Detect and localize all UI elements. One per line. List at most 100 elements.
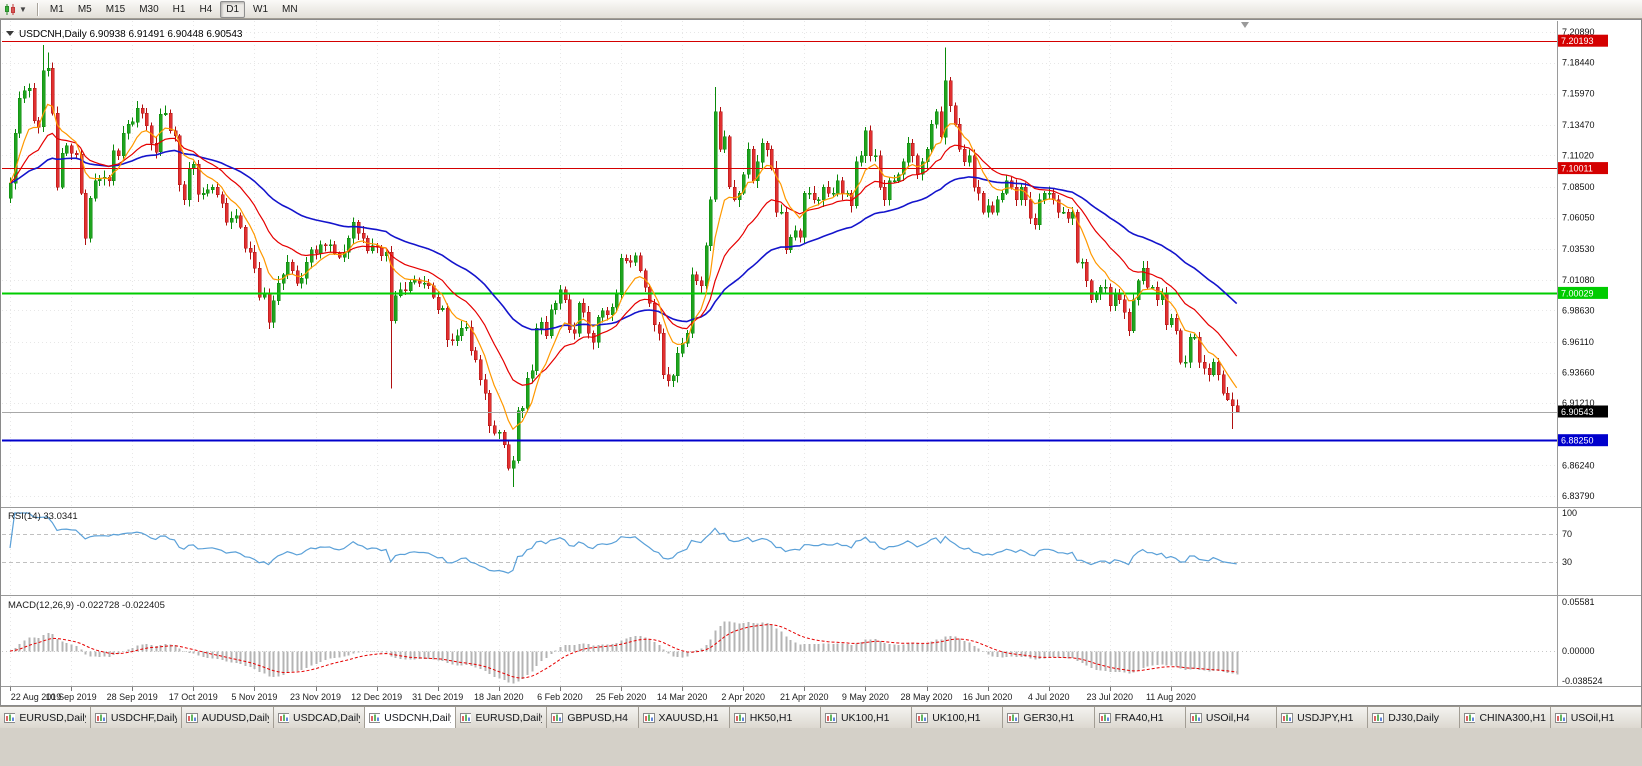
chart-tab-dj30-daily[interactable]: DJ30,Daily — [1368, 707, 1460, 728]
chart-tab-fra40-h1[interactable]: FRA40,H1 — [1094, 707, 1186, 728]
chart-tab-ger30-h1[interactable]: GER30,H1 — [1003, 707, 1095, 728]
chart-tab-china300-h1[interactable]: CHINA300,H1 — [1459, 707, 1551, 728]
svg-text:USDCNH,Daily 6.90938 6.91491 6: USDCNH,Daily 6.90938 6.91491 6.90448 6.9… — [19, 29, 243, 40]
svg-text:6.90543: 6.90543 — [1561, 407, 1594, 417]
macd-tick-label: 0.00000 — [1562, 646, 1595, 656]
svg-text:7.10011: 7.10011 — [1561, 164, 1593, 174]
chart-tab-icon — [824, 712, 837, 723]
timeframe-button-m5[interactable]: M5 — [77, 3, 92, 15]
chart-tab-icon — [368, 712, 381, 723]
date-label: 16 Jun 2020 — [963, 692, 1013, 702]
chart-tab-label: HK50,H1 — [749, 711, 793, 724]
chart-tab-eurusd-daily[interactable]: EURUSD,Daily — [0, 707, 92, 728]
chart-tab-icon — [4, 712, 16, 723]
date-label: 22 Aug 2019 — [11, 692, 62, 702]
chart-tab-label: UK100,H1 — [840, 711, 890, 724]
price-badge: 6.90543 — [1558, 405, 1608, 418]
price-tick-label: 7.03530 — [1562, 244, 1595, 254]
macd-tick-label: -0.038524 — [1562, 676, 1603, 686]
chart-dropdown-icon[interactable] — [6, 31, 14, 36]
date-label: 21 Apr 2020 — [780, 692, 829, 702]
chart-type-button[interactable]: ▼ — [3, 3, 30, 16]
mid-ma-line — [9, 132, 1238, 386]
price-tick-label: 7.13470 — [1562, 120, 1595, 130]
chart-tab-uk100-h1[interactable]: UK100,H1 — [912, 707, 1004, 728]
chart-tab-label: EURUSD,Daily — [19, 711, 87, 724]
rsi-label: RSI(14) 33.0341 — [8, 511, 78, 522]
timeframe-button-w1[interactable]: W1 — [253, 3, 269, 15]
price-axis[interactable]: 7.20890 7.18440 7.15970 7.13470 7.11020 7.085… — [1562, 27, 1603, 686]
chart-tab-usdcnh-daily[interactable]: USDCNH,Daily — [364, 707, 457, 728]
chart-tab-label: GER30,H1 — [1023, 711, 1075, 724]
timeframe-button-m30[interactable]: M30 — [139, 3, 159, 15]
chart-tab-label: GBPUSD,H4 — [567, 711, 628, 724]
price-tick-label: 6.83790 — [1562, 491, 1595, 501]
price-tick-label: 7.15970 — [1562, 89, 1595, 99]
date-label: 5 Nov 2019 — [231, 692, 277, 702]
price-tick-label: 7.20890 — [1562, 27, 1595, 37]
chart-tab-audusd-daily[interactable]: AUDUSD,Daily — [182, 707, 274, 728]
date-label: 12 Dec 2019 — [351, 692, 402, 702]
date-label: 14 Mar 2020 — [657, 692, 708, 702]
chart-tab-usdchf-daily[interactable]: USDCHF,Daily — [91, 707, 183, 728]
chart-tabs-bar: EURUSD,Daily USDCHF,Daily AUDUSD,Daily USDC… — [0, 706, 1642, 728]
price-tick-label: 6.98630 — [1562, 305, 1595, 315]
chart-tab-icon — [95, 712, 107, 723]
svg-text:7.00029: 7.00029 — [1561, 288, 1594, 298]
price-badge: 7.00029 — [1558, 286, 1608, 299]
bottom-filler — [0, 728, 1642, 766]
date-label: 9 May 2020 — [842, 692, 889, 702]
toolbar-separator — [36, 2, 38, 16]
chart-tab-icon — [1463, 712, 1476, 723]
timeframe-button-mn[interactable]: MN — [282, 3, 298, 15]
chart-title: USDCNH,Daily 6.90938 6.91491 6.90448 6.9… — [6, 29, 243, 40]
chart-tab-icon — [277, 712, 290, 723]
macd-label: MACD(12,26,9) -0.022728 -0.022405 — [8, 600, 165, 611]
date-label: 2 Apr 2020 — [721, 692, 765, 702]
price-tick-label: 7.01080 — [1562, 275, 1595, 285]
top-toolbar: ▼ M1 M5 M15 M30 H1 H4 D1 W1 MN — [0, 0, 1642, 19]
chart-tab-usdcad-daily[interactable]: USDCAD,Daily — [273, 707, 365, 728]
rsi-line — [9, 512, 1237, 574]
price-chart[interactable]: 7.20890 7.18440 7.15970 7.13470 7.11020 7.085… — [0, 19, 1642, 706]
price-tick-label: 7.06050 — [1562, 213, 1595, 223]
chart-tab-usoil-h4[interactable]: USOil,H4 — [1185, 707, 1278, 728]
svg-text:7.20193: 7.20193 — [1561, 36, 1594, 46]
chart-tab-eurusd-daily[interactable]: EURUSD,Daily — [456, 707, 548, 728]
chart-tab-hk50-h1[interactable]: HK50,H1 — [729, 707, 821, 728]
price-tick-label: 6.91210 — [1562, 398, 1595, 408]
chart-area[interactable]: 7.20890 7.18440 7.15970 7.13470 7.11020 7.085… — [0, 19, 1642, 706]
chart-tab-icon — [551, 712, 564, 723]
svg-text:6.88250: 6.88250 — [1561, 436, 1594, 446]
chart-tab-usdjpy-h1[interactable]: USDJPY,H1 — [1277, 707, 1369, 728]
chart-tab-icon — [1007, 712, 1020, 723]
chart-tab-label: EURUSD,Daily — [475, 711, 543, 724]
price-tick-label: 7.18440 — [1562, 58, 1595, 68]
chart-tab-label: XAUUSD,H1 — [658, 711, 719, 724]
rsi-tick-label: 70 — [1562, 529, 1572, 539]
chart-tab-uk100-h1[interactable]: UK100,H1 — [820, 707, 913, 728]
date-label: 6 Feb 2020 — [537, 692, 583, 702]
chart-tab-label: USOil,H4 — [1205, 711, 1250, 724]
timeframe-button-m1[interactable]: M1 — [49, 3, 64, 15]
chart-tab-label: DJ30,Daily — [1388, 711, 1440, 724]
date-label: 23 Jul 2020 — [1087, 692, 1134, 702]
fast-ma-line — [9, 103, 1238, 431]
timeframe-button-h1[interactable]: H1 — [172, 3, 186, 15]
chart-tab-icon — [460, 712, 472, 723]
date-label: 10 Sep 2019 — [46, 692, 97, 702]
chart-tab-label: USDCHF,Daily — [110, 711, 178, 724]
chart-shift-marker[interactable] — [1241, 22, 1249, 28]
chart-tab-gbpusd-h4[interactable]: GBPUSD,H4 — [547, 707, 639, 728]
timeframe-button-d1[interactable]: D1 — [220, 0, 246, 18]
chart-tab-usoil-h1[interactable]: USOil,H1 — [1550, 707, 1642, 728]
candlestick-chart-icon — [5, 3, 15, 15]
timeframe-button-m15[interactable]: M15 — [105, 3, 126, 15]
chart-tab-xauusd-h1[interactable]: XAUUSD,H1 — [638, 707, 730, 728]
chart-tab-icon — [1189, 712, 1202, 723]
grid — [2, 21, 1557, 686]
timeframe-button-h4[interactable]: H4 — [199, 3, 213, 15]
chart-tab-label: AUDUSD,Daily — [201, 711, 269, 724]
chart-tab-icon — [916, 712, 929, 723]
